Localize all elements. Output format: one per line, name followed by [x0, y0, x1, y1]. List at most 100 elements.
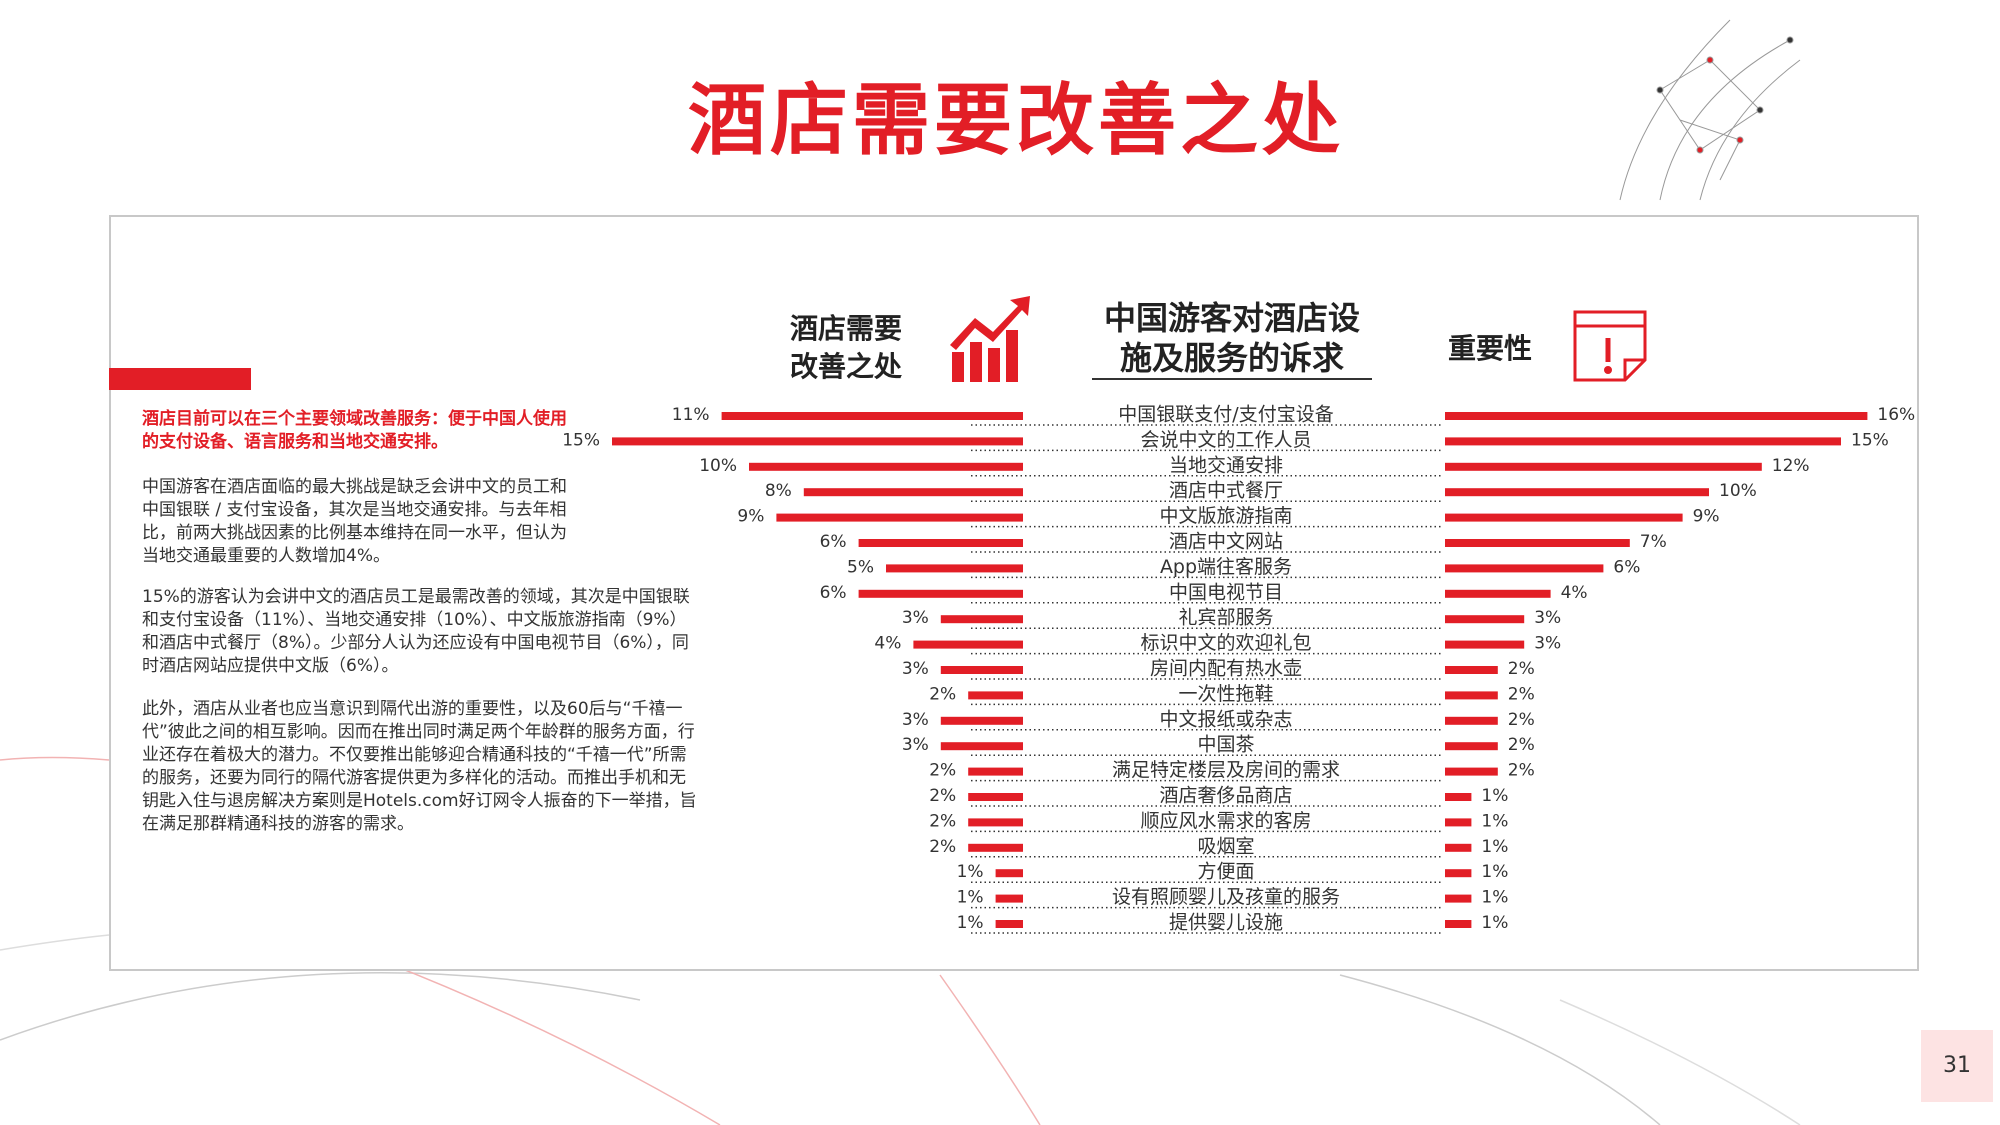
- paragraph: 此外，酒店从业者也应当意识到隔代出游的重要性，以及60后与“千禧一代”彼此之间的…: [142, 699, 697, 834]
- chart-title: 中国游客对酒店设施及服务的诉求: [1092, 298, 1372, 380]
- value-label: 8%: [765, 481, 792, 501]
- bar-right: [1445, 793, 1472, 801]
- trend-icon: [950, 296, 1030, 382]
- bar-right: [1445, 869, 1472, 878]
- bar-right: [1445, 488, 1709, 497]
- bar-left: [995, 869, 1023, 878]
- value-label: 3%: [902, 659, 929, 679]
- category-label: 中国电视节目: [1169, 581, 1283, 603]
- category-label: 酒店中式餐厅: [1169, 480, 1283, 502]
- value-label: 2%: [929, 761, 956, 781]
- category-label: 方便面: [1197, 861, 1254, 883]
- value-label: 15%: [562, 430, 600, 450]
- value-label: 2%: [929, 786, 956, 806]
- bar-right: [1445, 767, 1498, 776]
- bar-left: [612, 437, 1023, 446]
- bar-left: [721, 412, 1023, 420]
- value-label: 6%: [1613, 557, 1640, 577]
- category-label: 中国茶: [1197, 734, 1254, 756]
- bar-right: [1445, 513, 1683, 522]
- value-label: 3%: [902, 608, 929, 628]
- value-label: 4%: [1561, 583, 1588, 603]
- bar-right: [1445, 691, 1498, 700]
- value-label: 2%: [1508, 761, 1535, 781]
- bar-right: [1445, 462, 1762, 471]
- bar-right: [1445, 843, 1472, 852]
- bar-left: [749, 462, 1023, 471]
- value-label: 2%: [1508, 735, 1535, 755]
- category-label: 会说中文的工作人员: [1140, 429, 1311, 451]
- decor-curves: [0, 756, 1801, 1125]
- value-label: 15%: [1851, 430, 1889, 450]
- value-label: 1%: [957, 913, 984, 933]
- category-label: App端往客服务: [1160, 556, 1292, 578]
- bar-right: [1445, 818, 1472, 827]
- category-label: 满足特定楼层及房间的需求: [1112, 759, 1340, 781]
- alert-icon: [1573, 310, 1647, 382]
- bar-left: [940, 666, 1023, 674]
- value-label: 3%: [902, 710, 929, 730]
- bar-left: [803, 488, 1023, 497]
- category-label: 标识中文的欢迎礼包: [1140, 632, 1311, 654]
- value-label: 16%: [1877, 405, 1915, 425]
- value-label: 11%: [672, 405, 710, 425]
- bar-right: [1445, 894, 1472, 903]
- bar-right: [1445, 716, 1498, 725]
- bar-left: [940, 615, 1023, 624]
- accent-bar: [109, 368, 251, 390]
- value-label: 5%: [847, 557, 874, 577]
- bar-left: [886, 564, 1023, 573]
- bar-left: [968, 767, 1023, 776]
- category-label: 当地交通安排: [1169, 454, 1283, 476]
- bar-right: [1445, 640, 1525, 649]
- value-label: 10%: [1719, 481, 1757, 501]
- bar-left: [858, 589, 1023, 598]
- paragraph: 15%的游客认为会讲中文的酒店员工是最需改善的领域，其次是中国银联和支付宝设备（…: [142, 587, 690, 676]
- value-label: 9%: [737, 507, 764, 527]
- bar-left: [940, 716, 1023, 725]
- value-label: 2%: [1508, 659, 1535, 679]
- value-label: 2%: [1508, 684, 1535, 704]
- bar-right: [1445, 564, 1604, 573]
- page-number: 31: [1921, 1030, 1993, 1102]
- value-label: 1%: [1481, 862, 1508, 882]
- value-label: 3%: [1534, 634, 1561, 654]
- category-label: 酒店中文网站: [1169, 531, 1283, 553]
- paragraph: 中国游客在酒店面临的最大挑战是缺乏会讲中文的员工和中国银联 / 支付宝设备，其次…: [142, 477, 567, 566]
- category-label: 一次性拖鞋: [1178, 683, 1273, 705]
- value-label: 3%: [902, 735, 929, 755]
- highlight-text: 酒店目前可以在三个主要领域改善服务：便于中国人使用的支付设备、语言服务和当地交通…: [142, 409, 567, 452]
- value-label: 1%: [1481, 888, 1508, 908]
- value-label: 1%: [1481, 786, 1508, 806]
- bar-left: [995, 920, 1023, 928]
- bar-left: [995, 894, 1023, 903]
- value-label: 6%: [820, 532, 847, 552]
- value-label: 2%: [929, 684, 956, 704]
- bar-right: [1445, 539, 1630, 547]
- value-label: 4%: [874, 634, 901, 654]
- value-label: 1%: [1481, 811, 1508, 831]
- value-label: 2%: [929, 811, 956, 831]
- category-label: 房间内配有热水壶: [1150, 658, 1302, 680]
- bar-left: [858, 539, 1023, 547]
- value-label: 1%: [957, 888, 984, 908]
- category-label: 吸烟室: [1197, 835, 1254, 857]
- value-label: 1%: [1481, 837, 1508, 857]
- value-label: 2%: [929, 837, 956, 857]
- value-label: 6%: [820, 583, 847, 603]
- decor-network: [1619, 19, 1801, 201]
- bar-left: [940, 742, 1023, 751]
- category-label: 中文报纸或杂志: [1159, 708, 1292, 730]
- value-label: 10%: [699, 456, 737, 476]
- category-label: 顺应风水需求的客房: [1140, 810, 1311, 832]
- category-label: 提供婴儿设施: [1169, 912, 1283, 934]
- bar-right: [1445, 589, 1551, 598]
- bar-right: [1445, 920, 1472, 928]
- bar-right: [1445, 437, 1841, 446]
- bar-left: [913, 640, 1023, 649]
- category-label: 中国银联支付/支付宝设备: [1118, 404, 1333, 426]
- bar-left: [968, 691, 1023, 700]
- value-label: 1%: [957, 862, 984, 882]
